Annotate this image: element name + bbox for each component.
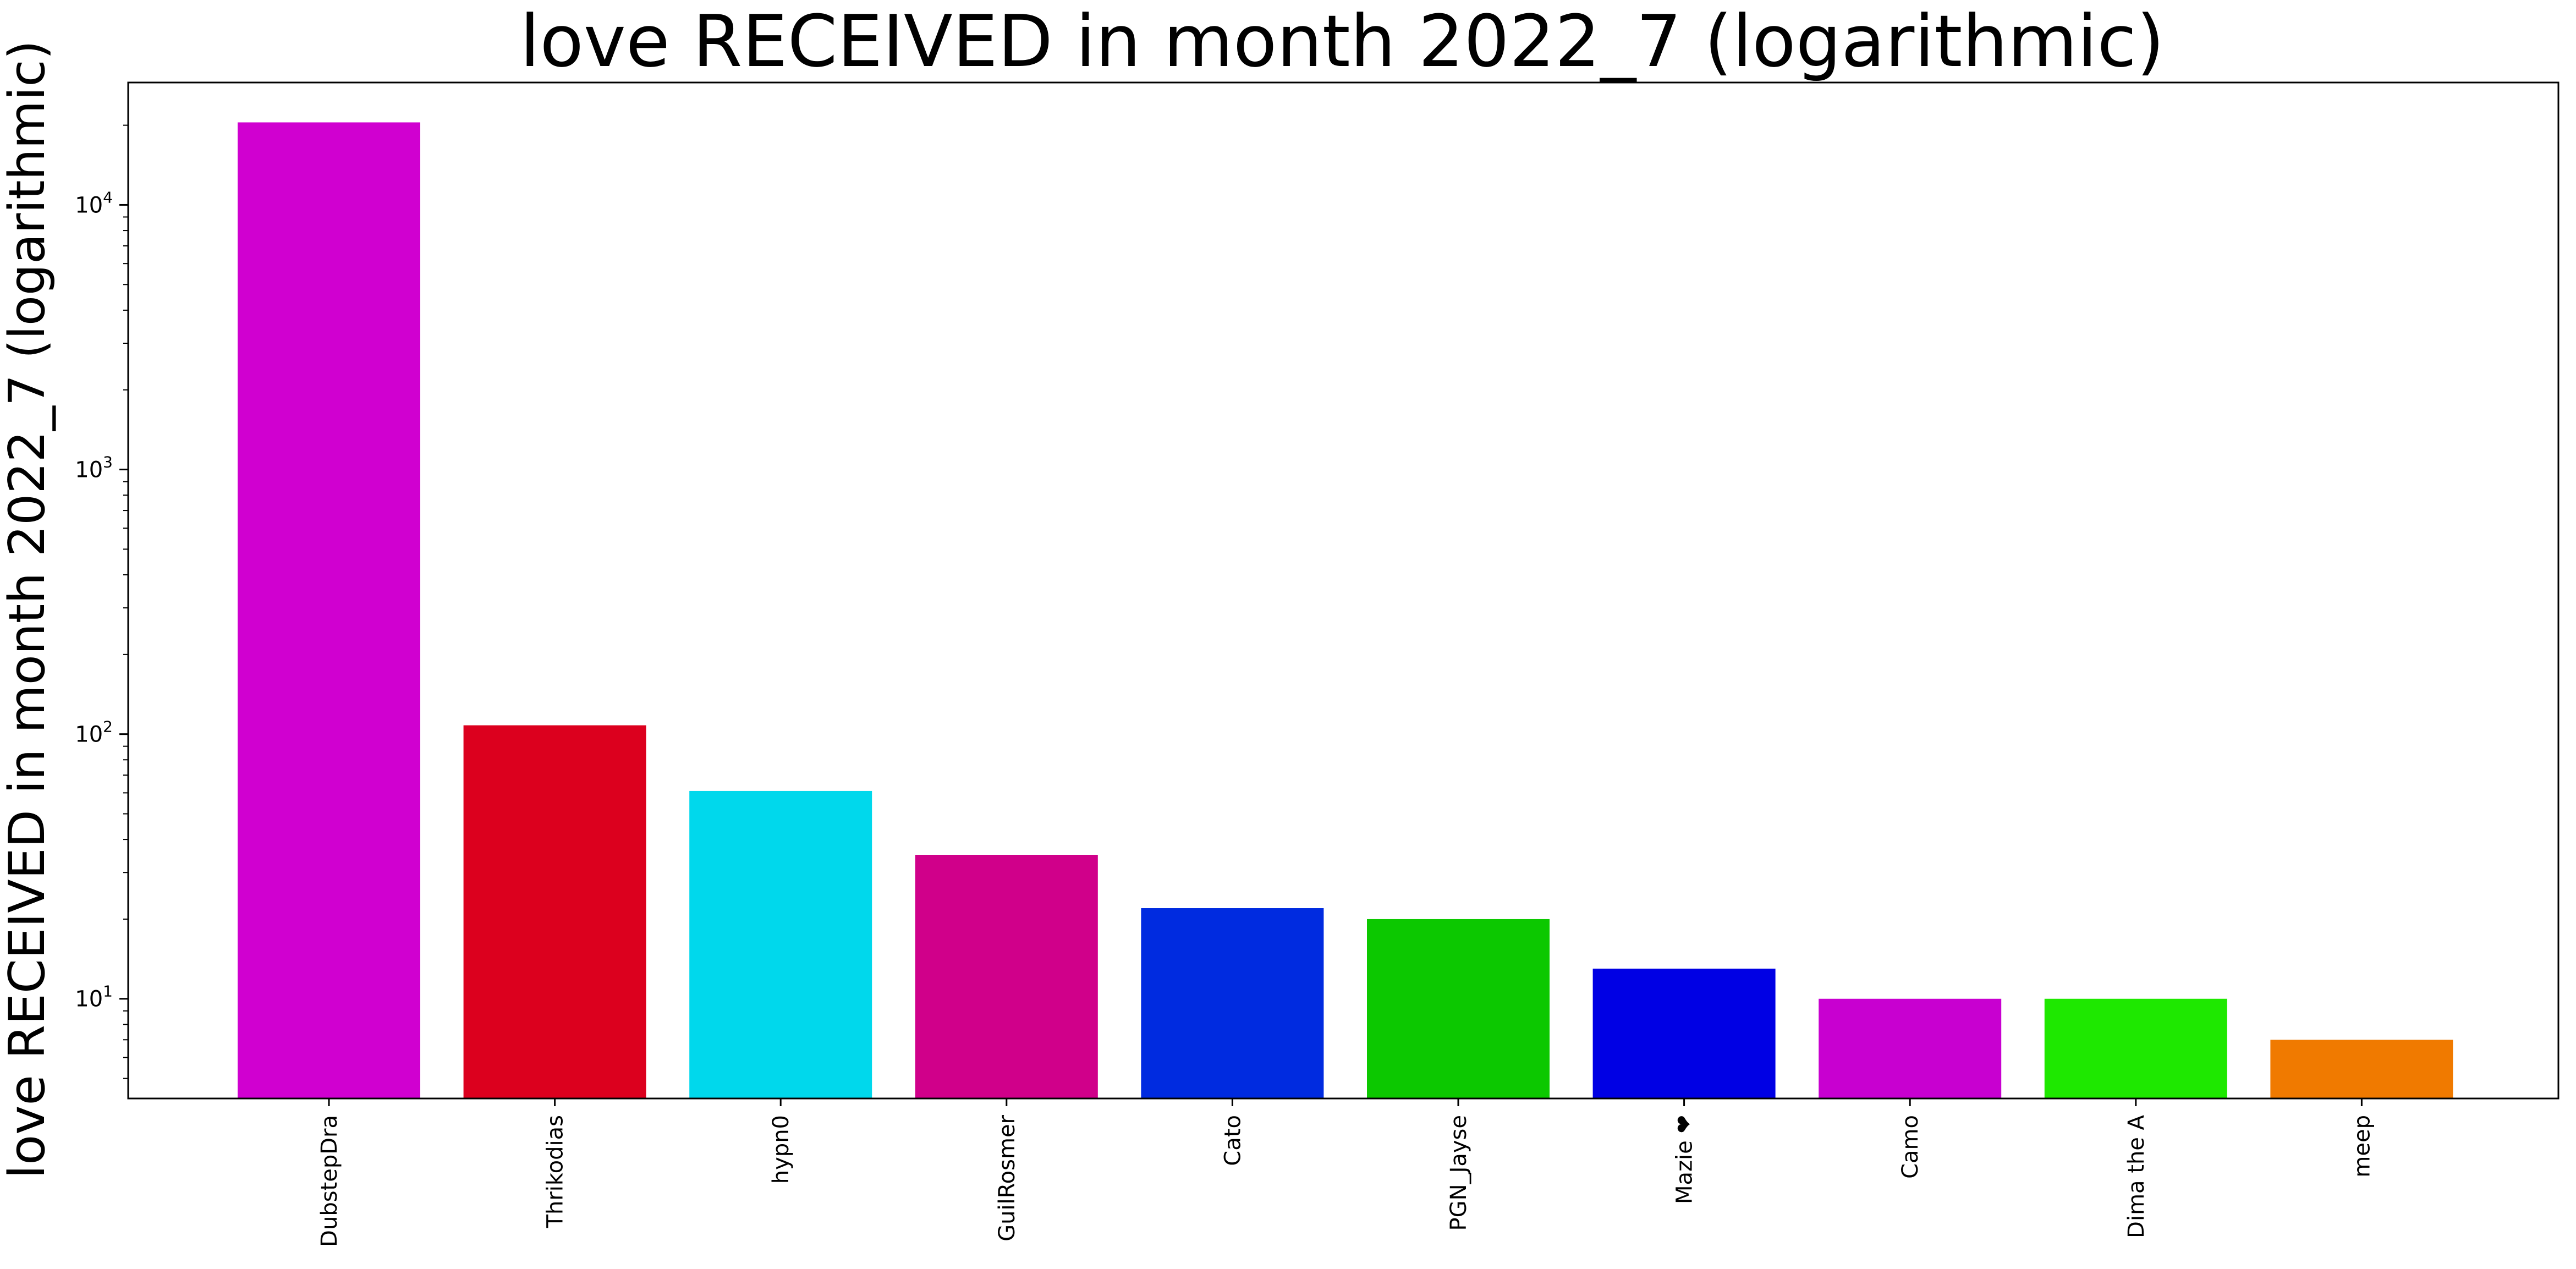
- y-tick-label: 104: [75, 188, 113, 218]
- y-tick-label: 102: [75, 718, 113, 748]
- bar: [915, 854, 1098, 1098]
- x-tick-label: PGN_Jayse: [1446, 1115, 1471, 1230]
- plot-area-frame: [127, 81, 2559, 1100]
- x-tick-label: Cato: [1220, 1115, 1245, 1166]
- x-tick-label: meep: [2349, 1115, 2375, 1178]
- bar: [1141, 908, 1324, 1098]
- bar: [1819, 998, 2002, 1098]
- bars-group: [238, 122, 2453, 1098]
- bar: [1367, 919, 1550, 1098]
- x-tick-label: hypn0: [768, 1115, 794, 1184]
- bar: [689, 790, 872, 1098]
- y-major-ticks: 101 102 103 104: [75, 188, 128, 1012]
- y-tick-label: 103: [75, 453, 113, 483]
- y-axis-label: love RECEIVED in month 2022_7 (logarithm…: [0, 40, 56, 1179]
- x-tick-label: Camo: [1898, 1115, 1923, 1179]
- y-tick-label: 101: [75, 982, 113, 1012]
- bar: [1592, 968, 1776, 1098]
- chart-title: love RECEIVED in month 2022_7 (logarithm…: [520, 0, 2165, 83]
- bar: [463, 725, 646, 1098]
- bar: [2044, 998, 2227, 1098]
- x-tick-label: DubstepDra: [317, 1115, 342, 1247]
- x-ticks: DubstepDra Thrikodias hypn0 GuilRosmer Cato P…: [317, 1098, 2375, 1247]
- bar: [2270, 1040, 2453, 1098]
- bar: [238, 122, 420, 1098]
- x-tick-label: GuilRosmer: [995, 1114, 1020, 1241]
- x-tick-label: Mazie ❤: [1672, 1115, 1698, 1204]
- x-tick-label: Dima the A: [2124, 1114, 2149, 1238]
- x-tick-label: Thrikodias: [543, 1115, 568, 1228]
